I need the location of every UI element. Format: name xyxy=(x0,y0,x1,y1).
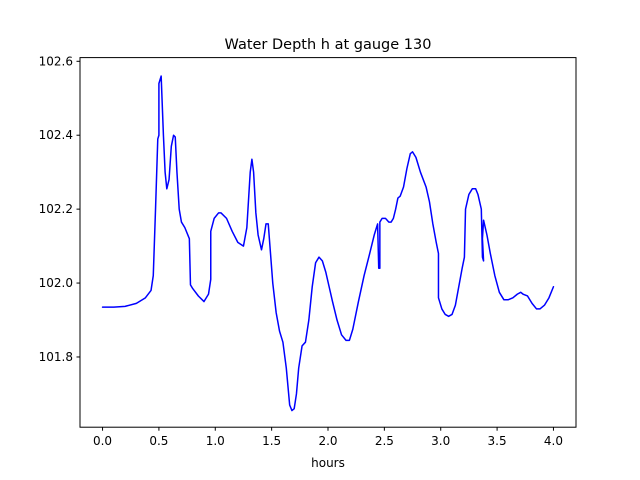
y-tick-label: 102.0 xyxy=(39,276,73,290)
x-tick-label: 0.0 xyxy=(93,434,112,448)
x-tick-label: 1.5 xyxy=(262,434,281,448)
x-tick-label: 2.5 xyxy=(375,434,394,448)
x-tick-label: 0.5 xyxy=(149,434,168,448)
x-tick-label: 3.0 xyxy=(431,434,450,448)
x-tick-label: 2.0 xyxy=(318,434,337,448)
x-tick-label: 4.0 xyxy=(544,434,563,448)
y-tick-label: 102.4 xyxy=(39,128,73,142)
x-axis-label: hours xyxy=(311,456,345,470)
y-tick-label: 102.6 xyxy=(39,54,73,68)
chart-title: Water Depth h at gauge 130 xyxy=(225,37,432,53)
y-tick-label: 101.8 xyxy=(39,350,73,364)
x-tick-label: 3.5 xyxy=(488,434,507,448)
y-axis-ticks: 101.8 102.0 102.2 102.4 102.6 xyxy=(39,54,80,364)
x-tick-label: 1.0 xyxy=(206,434,225,448)
water-depth-series-line xyxy=(101,75,555,412)
x-axis-ticks: 0.0 0.5 1.0 1.5 2.0 2.5 3.0 3.5 4.0 xyxy=(93,427,563,448)
y-tick-label: 102.2 xyxy=(39,202,73,216)
